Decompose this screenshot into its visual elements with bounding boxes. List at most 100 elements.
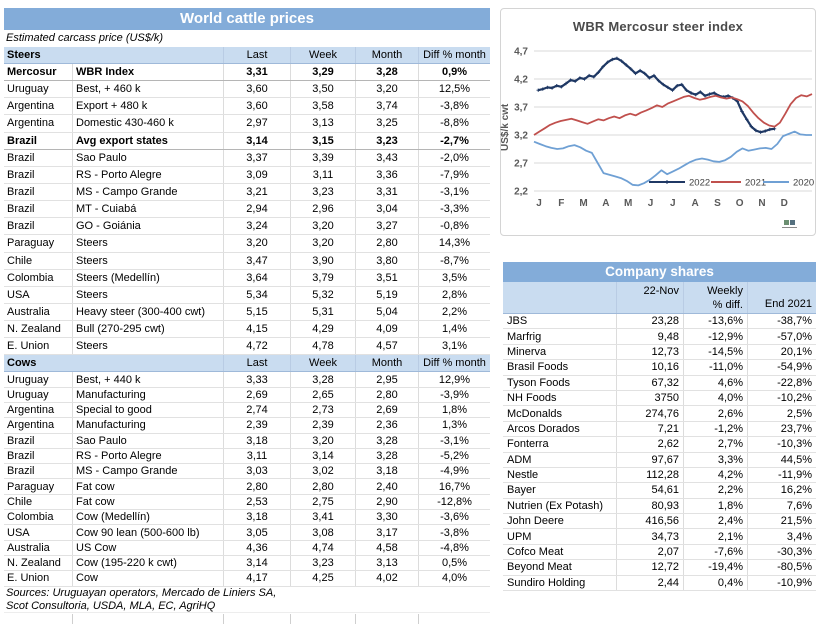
- table-row: NH Foods 3750 4,0% -10,2%: [503, 390, 816, 407]
- cell: 0,5%: [418, 555, 490, 571]
- table-row: McDonalds 274,76 2,6% 2,5%: [503, 406, 816, 422]
- cell: 3,64: [223, 269, 290, 286]
- cell: 2,44: [616, 575, 683, 591]
- cell: 2,80: [355, 235, 418, 252]
- cell: 0,4%: [683, 575, 747, 591]
- cell: Australia: [7, 541, 50, 554]
- cell: 4,78: [290, 338, 355, 355]
- x-tick-label: M: [579, 198, 587, 209]
- cell: 2,2%: [683, 483, 747, 498]
- cell: 4,29: [290, 321, 355, 338]
- col-header-weekly: Weekly: [707, 285, 743, 297]
- cell: 7,6%: [747, 498, 816, 514]
- cell: Colombia: [7, 511, 54, 524]
- cell: MS - Campo Grande: [72, 183, 223, 201]
- table-row: Cofco Meat 2,07 -7,6% -30,3%: [503, 544, 816, 561]
- col-header-month: Month: [355, 47, 418, 63]
- cell: 3,36: [355, 166, 418, 183]
- cell: 5,31: [290, 303, 355, 321]
- cell: Colombia: [7, 271, 54, 284]
- table-row: Sundiro Holding 2,44 0,4% -10,9%: [503, 575, 816, 592]
- cell: 2,69: [223, 387, 290, 402]
- cell: Nutrien (Ex Potash): [507, 499, 603, 512]
- y-tick-label: 2,2: [514, 187, 528, 198]
- cell: -3,3%: [418, 201, 490, 218]
- cell: -80,5%: [747, 560, 816, 575]
- cell: Steers: [72, 252, 223, 269]
- cell: WBR Index: [72, 64, 223, 81]
- x-tick-label: F: [558, 198, 564, 209]
- cell: 16,2%: [747, 483, 816, 498]
- table-row: Nestle 112,28 4,2% -11,9%: [503, 467, 816, 484]
- table-row: E. Union Steers 4,72 4,78 4,57 3,1%: [4, 338, 490, 356]
- cell: 2,39: [223, 418, 290, 433]
- cell: E. Union: [7, 572, 50, 585]
- table-row: Paraguay Fat cow 2,80 2,80 2,40 16,7%: [4, 479, 490, 495]
- cell: 3,1%: [418, 338, 490, 355]
- cell: 3,60: [223, 98, 290, 115]
- watermark-icon: [790, 220, 795, 225]
- steers-header-row: Steers Last Week Month Diff % month: [4, 47, 490, 64]
- cell: 80,93: [616, 498, 683, 514]
- table-row: Brazil Avg export states 3,14 3,15 3,23 -2,7%: [4, 132, 490, 150]
- cell: 21,5%: [747, 514, 816, 529]
- cell: 16,7%: [418, 479, 490, 494]
- y-tick-label: 3,2: [514, 131, 528, 142]
- cell: 3,37: [223, 149, 290, 166]
- cell: Cow (195-220 k cwt): [72, 555, 223, 571]
- cell: -8,8%: [418, 115, 490, 132]
- cell: 5,04: [355, 303, 418, 321]
- cell: 3,18: [355, 464, 418, 479]
- cell: Sao Paulo: [72, 149, 223, 166]
- table-row: Bayer 54,61 2,2% 16,2%: [503, 483, 816, 499]
- cell: Marfrig: [507, 330, 542, 343]
- steer-index-chart-svg: 4,7 4,2 3,7 3,2 2,7 2,2 J F M A M J J A S O N D 2022 2021 20…: [514, 47, 814, 228]
- cell: Argentina: [7, 117, 55, 130]
- cell: -10,2%: [747, 390, 816, 406]
- cell: Bull (270-295 cwt): [72, 321, 223, 338]
- table-row: Colombia Steers (Medellín) 3,64 3,79 3,51 3,5…: [4, 269, 490, 287]
- cell: RS - Porto Alegre: [72, 166, 223, 183]
- cell: 23,28: [616, 314, 683, 329]
- x-tick-label: N: [758, 198, 765, 209]
- price-section-1-rows: Uruguay Best, + 440 k 3,33 3,28 2,95 12,9% Uru…: [4, 372, 490, 587]
- steers-section: Steers Last Week Month Diff % month Merc…: [4, 47, 490, 356]
- cell: -13,6%: [683, 314, 747, 329]
- company-subheader-row: 22-Nov Weekly % diff. End 2021: [503, 282, 816, 314]
- cell: -11,0%: [683, 360, 747, 375]
- cell: 54,61: [616, 483, 683, 498]
- legend-marker-icon: [665, 180, 669, 184]
- cell: Brazil: [7, 465, 35, 478]
- x-tick-label: O: [736, 198, 744, 209]
- cell: 5,15: [223, 303, 290, 321]
- cell: Avg export states: [72, 132, 223, 149]
- cell: Paraguay: [7, 237, 55, 250]
- cell: Australia: [7, 306, 50, 319]
- cell: 3,28: [290, 372, 355, 387]
- cell: 4,36: [223, 540, 290, 555]
- cell: -57,0%: [747, 329, 816, 344]
- cell: 2,95: [355, 372, 418, 387]
- col-header-last: Last: [223, 355, 290, 372]
- cell: 3,25: [355, 115, 418, 132]
- cell: 5,19: [355, 286, 418, 303]
- series-2022-markers: [536, 56, 777, 134]
- cell: 3,50: [290, 81, 355, 98]
- cell: Brazil: [7, 134, 37, 147]
- cell: Brazil: [7, 434, 35, 447]
- sources-line-1: Sources: Uruguayan operators, Mercado de…: [6, 587, 277, 599]
- cell: 12,5%: [418, 81, 490, 98]
- cell: -10,3%: [747, 437, 816, 452]
- table-row: Tyson Foods 67,32 4,6% -22,8%: [503, 375, 816, 391]
- cell: 14,3%: [418, 235, 490, 252]
- cell: 3,28: [355, 433, 418, 448]
- cell: 2,7%: [683, 437, 747, 452]
- x-tick-label: J: [536, 198, 542, 209]
- table-row: Minerva 12,73 -14,5% 20,1%: [503, 344, 816, 361]
- cell: 5,34: [223, 286, 290, 303]
- cell: 3,20: [290, 218, 355, 235]
- cell: 23,7%: [747, 421, 816, 437]
- table-row: Australia Heavy steer (300-400 cwt) 5,15 5,…: [4, 303, 490, 322]
- cell: -8,7%: [418, 252, 490, 269]
- company-col-weekly: Weekly % diff.: [683, 282, 747, 313]
